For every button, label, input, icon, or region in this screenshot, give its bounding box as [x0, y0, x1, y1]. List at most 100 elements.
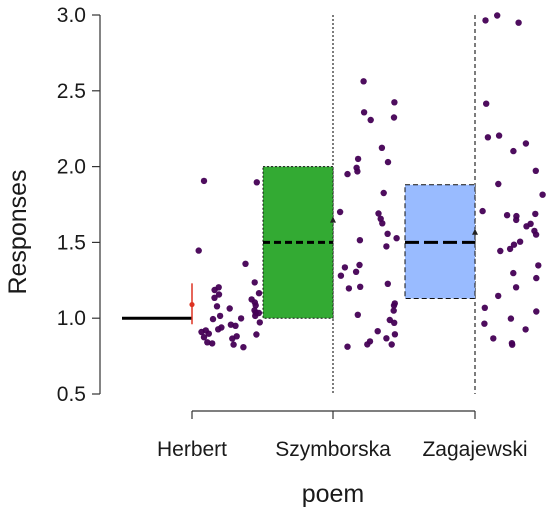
data-point	[200, 334, 208, 341]
data-point	[523, 223, 530, 230]
data-point	[490, 335, 497, 342]
data-point	[374, 328, 381, 335]
data-point	[252, 312, 259, 320]
data-point	[390, 114, 398, 121]
data-point	[357, 283, 364, 290]
data-point	[522, 326, 529, 333]
data-point	[384, 230, 391, 237]
data-point	[229, 335, 236, 342]
data-point	[237, 315, 245, 322]
data-point	[341, 264, 349, 271]
data-point	[354, 155, 362, 163]
point-layer	[195, 12, 546, 351]
data-point	[356, 237, 364, 244]
data-point	[232, 322, 239, 329]
data-point	[532, 210, 539, 218]
data-point	[506, 245, 514, 253]
data-point	[483, 100, 490, 107]
data-point	[391, 99, 398, 106]
data-point	[481, 304, 488, 311]
data-point	[209, 340, 216, 347]
summary-layer	[122, 15, 478, 394]
data-point	[481, 320, 488, 327]
data-point	[354, 168, 361, 175]
data-point	[391, 331, 399, 338]
data-point	[515, 19, 522, 26]
data-point	[354, 311, 361, 318]
y-tick-label: 2.0	[57, 156, 86, 179]
data-point	[495, 132, 503, 139]
data-point	[384, 158, 392, 166]
data-point	[379, 220, 386, 227]
data-point	[216, 312, 224, 320]
data-point	[513, 216, 520, 224]
y-axis: 0.5 1.0 1.5 2.0 2.5 3.0	[57, 4, 101, 406]
data-point	[533, 274, 540, 282]
data-point	[200, 177, 208, 185]
data-point	[497, 247, 504, 255]
data-point	[253, 331, 260, 338]
data-point	[255, 290, 263, 297]
data-point	[204, 339, 211, 346]
data-point	[230, 341, 237, 348]
data-point	[356, 261, 363, 269]
x-tick-label: Szymborska	[275, 438, 391, 461]
data-point	[390, 307, 397, 314]
data-point	[344, 170, 351, 178]
data-point	[510, 269, 517, 277]
data-point	[198, 328, 205, 336]
data-point	[215, 326, 222, 333]
data-point	[390, 302, 398, 309]
data-point	[479, 207, 486, 215]
data-point	[391, 319, 398, 326]
mean-point	[189, 301, 195, 308]
data-point	[336, 208, 344, 216]
data-point	[367, 116, 374, 124]
mean-marker	[330, 216, 336, 223]
data-point	[393, 235, 400, 242]
data-point	[211, 286, 218, 294]
data-point	[252, 302, 259, 309]
data-point	[507, 315, 515, 322]
data-point	[495, 180, 502, 188]
x-tick-label: Zagajewski	[422, 438, 527, 461]
data-point	[213, 303, 221, 310]
data-point	[535, 262, 542, 269]
mean-marker	[472, 228, 478, 235]
data-point	[344, 343, 351, 350]
data-point	[533, 308, 540, 315]
data-point	[383, 335, 390, 342]
data-point	[380, 189, 387, 197]
data-point	[384, 280, 391, 287]
data-point	[532, 167, 539, 174]
data-point	[383, 243, 390, 250]
x-tick-label: Herbert	[157, 438, 227, 461]
data-point	[378, 144, 386, 151]
x-axis-title: poem	[302, 480, 365, 508]
data-point	[352, 268, 360, 275]
data-point	[253, 179, 260, 186]
y-tick-label: 0.5	[57, 383, 86, 406]
data-point	[364, 341, 371, 348]
y-tick-label: 1.5	[57, 231, 86, 254]
data-point	[510, 147, 517, 155]
data-point	[482, 17, 489, 24]
data-point	[532, 231, 540, 238]
data-point	[256, 319, 263, 326]
data-point	[337, 272, 345, 279]
data-point	[205, 330, 212, 337]
data-point	[494, 12, 501, 19]
data-point	[388, 341, 395, 348]
data-point	[242, 260, 249, 267]
data-point	[484, 134, 492, 141]
data-point	[226, 305, 233, 312]
data-point	[240, 344, 247, 351]
data-point	[251, 279, 258, 286]
y-tick-label: 1.0	[57, 307, 86, 330]
data-point	[211, 294, 218, 301]
y-tick-label: 3.0	[57, 4, 86, 27]
data-point	[539, 191, 546, 198]
data-point	[345, 285, 353, 292]
x-axis: Herbert Szymborska Zagajewski	[157, 410, 528, 461]
